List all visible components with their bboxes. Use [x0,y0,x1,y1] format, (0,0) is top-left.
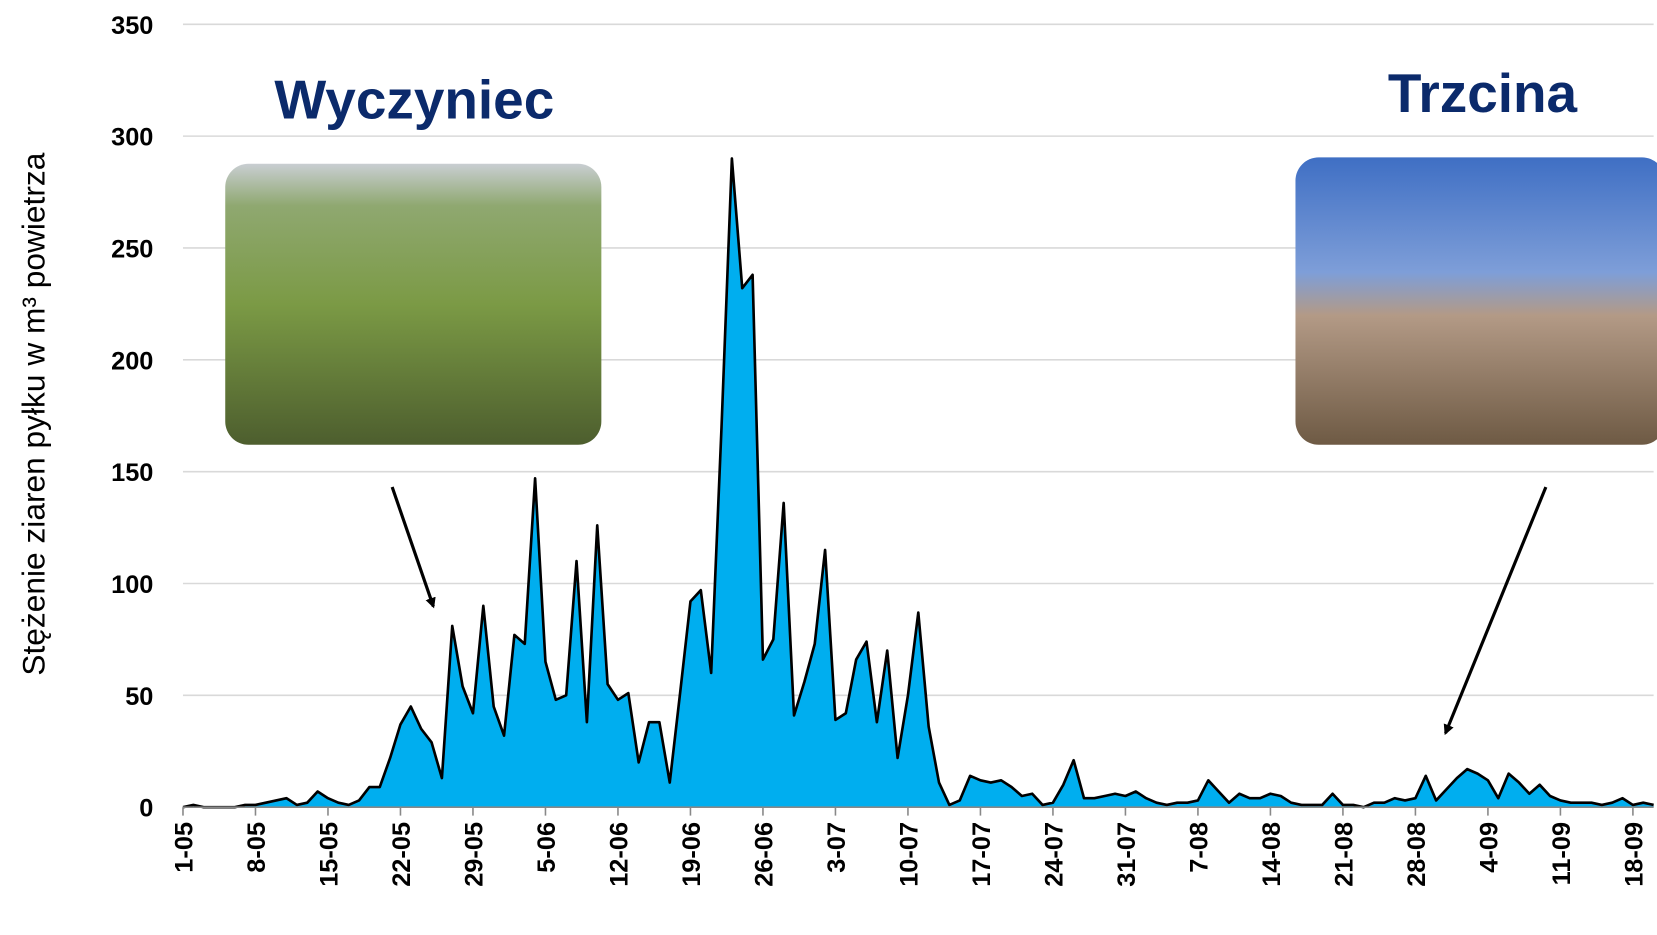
x-tick-label: 17-07 [968,822,996,887]
x-tick-label: 11-09 [1548,822,1576,885]
area-fill [182,158,1654,808]
x-tick-label: 22-05 [388,822,416,887]
x-tick-label: 28-08 [1403,822,1431,887]
y-axis-label: Stężenie ziaren pyłku w m³ powietrza [16,152,52,675]
y-tick-label: 250 [111,235,153,263]
x-tick-label: 14-08 [1258,822,1286,887]
area-line [182,157,1654,809]
x-tick-label: 12-06 [605,822,633,887]
x-tick-label: 10-07 [895,822,923,887]
y-tick-label: 100 [111,571,153,599]
x-tick-label: 18-09 [1620,822,1648,887]
x-tick-label: 3-07 [823,822,851,873]
x-tick-label: 29-05 [460,822,488,887]
y-tick-label: 0 [139,795,153,823]
photo-trzcina [1295,157,1657,445]
x-tick-label: 24-07 [1040,822,1068,887]
x-tick-label: 19-06 [678,822,706,887]
arrow [390,486,436,609]
x-tick-label: 15-05 [315,822,343,887]
x-tick-label: 21-08 [1330,822,1358,887]
y-tick-label: 300 [111,124,153,152]
x-tick-label: 31-07 [1113,822,1141,887]
x-tick-label: 1-05 [170,822,198,873]
annotation: Wyczyniec [274,68,554,130]
y-tick-label: 200 [111,347,153,375]
x-tick-label: 7-08 [1185,822,1213,873]
y-tick-label: 350 [111,12,153,40]
annotation: Trzcina [1388,62,1578,124]
photo-wyczyniec [225,163,602,445]
y-tick-label: 150 [111,459,153,487]
x-tick-label: 4-09 [1475,822,1503,873]
y-tick-label: 50 [125,683,153,711]
x-tick-label: 8-05 [243,822,271,873]
x-tick-label: 26-06 [750,822,778,887]
x-tick-label: 5-06 [533,822,561,873]
arrow [1443,486,1548,736]
